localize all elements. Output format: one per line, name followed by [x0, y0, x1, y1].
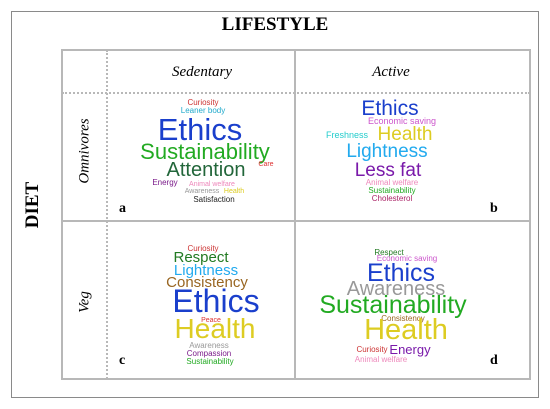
word-sustainability: Sustainability: [319, 291, 467, 319]
lifestyle-title: LIFESTYLE: [221, 14, 329, 35]
word-awareness: Awareness: [184, 188, 220, 195]
word-compassion: Compassion: [186, 349, 232, 358]
word-health: Health: [377, 124, 433, 145]
word-energy: Energy: [152, 178, 178, 187]
word-health: Health: [364, 314, 448, 346]
panel-label-a: a: [119, 201, 126, 216]
word-leaner-body: Leaner body: [180, 106, 226, 115]
word-respect: Respect: [173, 249, 229, 266]
word-sustainability: Sustainability: [368, 186, 416, 195]
column-header-dotted-line: [62, 92, 530, 94]
word-curiosity: Curiosity: [356, 345, 388, 354]
word-cloud-sedentary-omnivores: Curiosity Leaner body Ethics Sustainabil…: [108, 94, 298, 219]
word-ethics: Ethics: [157, 112, 243, 147]
word-curiosity: Curiosity: [187, 244, 219, 253]
word-health: Health: [174, 313, 256, 344]
word-economic-saving: Economic saving: [367, 116, 437, 126]
figure-frame: [11, 11, 539, 398]
word-care: Care: [258, 161, 274, 168]
row-header-dotted-line: [106, 50, 108, 379]
column-header-active: Active: [372, 64, 410, 80]
word-ethics: Ethics: [172, 283, 260, 319]
grid-horizontal-divider: [62, 220, 530, 222]
word-awareness: Awareness: [189, 341, 229, 350]
word-cloud-active-veg: Respect Economic saving Ethics Awareness…: [297, 223, 487, 379]
word-animal-welfare: Animal welfare: [354, 355, 408, 364]
word-ethics: Ethics: [366, 259, 436, 287]
panel-label-d: d: [490, 353, 498, 368]
word-health: Health: [223, 188, 245, 195]
word-cloud-active-omnivores: Ethics Economic saving Freshness Health …: [297, 94, 487, 219]
grid-vertical-divider: [294, 50, 296, 379]
word-cloud-sedentary-veg: Curiosity Respect Lightness Consistency …: [108, 223, 298, 379]
word-peace: Peace: [201, 317, 221, 324]
word-animal-welfare: Animal welfare: [189, 181, 235, 188]
word-animal-welfare: Animal welfare: [365, 178, 419, 187]
word-lightness: Lightness: [346, 141, 428, 162]
word-ethics: Ethics: [361, 97, 419, 120]
matrix-grid: [61, 49, 531, 380]
diet-title: DIET: [22, 181, 43, 229]
panel-label-c: c: [119, 353, 126, 368]
panel-label-b: b: [490, 201, 498, 216]
column-header-sedentary: Sedentary: [172, 64, 232, 80]
word-satisfaction: Satisfaction: [193, 195, 235, 204]
word-freshness: Freshness: [325, 130, 369, 140]
row-header-veg: Veg: [76, 291, 93, 313]
word-consistency: Consistency: [381, 314, 425, 323]
word-attention: Attention: [166, 159, 246, 181]
word-sustainability: Sustainability: [186, 357, 234, 366]
word-sustainability: Sustainability: [140, 139, 270, 164]
word-awareness: Awareness: [346, 278, 446, 300]
word-less-fat: Less fat: [354, 160, 422, 181]
word-respect: Respect: [374, 248, 404, 257]
word-economic-saving: Economic saving: [376, 254, 438, 263]
word-lightness: Lightness: [173, 262, 239, 279]
row-header-omnivores: Omnivores: [76, 118, 93, 184]
word-consistency: Consistency: [166, 274, 248, 291]
word-energy: Energy: [389, 342, 431, 357]
word-curiosity: Curiosity: [187, 98, 219, 107]
word-cholesterol: Cholesterol: [371, 194, 413, 203]
